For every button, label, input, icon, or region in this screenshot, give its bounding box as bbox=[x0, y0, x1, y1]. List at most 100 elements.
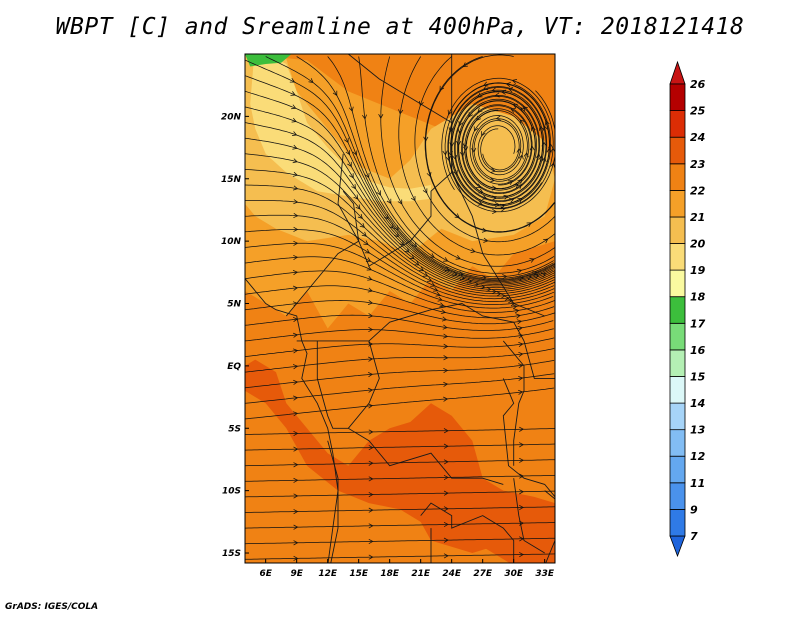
streamline-arrow bbox=[423, 136, 429, 142]
streamline-arrow bbox=[483, 237, 489, 243]
streamline-32 bbox=[245, 59, 555, 282]
streamline-arrow bbox=[293, 240, 299, 246]
streamline-arrow bbox=[291, 104, 297, 110]
streamline-arrow bbox=[443, 396, 449, 402]
streamline-arrow bbox=[412, 242, 418, 248]
streamline-arrow bbox=[292, 158, 298, 164]
streamline-arrow bbox=[290, 91, 296, 96]
streamline-arrow bbox=[516, 184, 523, 190]
streamline-arrow bbox=[518, 275, 524, 281]
streamline-arrow bbox=[507, 180, 514, 185]
y-axis: 20N 15N 10N 5N EQ 5S 10S 15S bbox=[221, 112, 249, 559]
colorbar-label: 19 bbox=[690, 264, 706, 277]
chart-title: WBPT [C] and Sreamline at 400hPa, VT: 20… bbox=[55, 14, 745, 40]
streamline-arrow bbox=[538, 155, 544, 161]
streamline-arrow bbox=[458, 121, 464, 127]
streamline-30 bbox=[245, 91, 555, 284]
colorbar-bin bbox=[669, 482, 686, 510]
streamline-arrow bbox=[443, 381, 449, 387]
country-border-2 bbox=[285, 190, 360, 317]
streamline-arrow bbox=[522, 106, 528, 112]
streamline-arrow bbox=[397, 199, 403, 205]
streamline-25 bbox=[245, 169, 555, 292]
streamline-arrow bbox=[293, 493, 299, 499]
streamline-arrow bbox=[439, 85, 445, 91]
colorbar-bin bbox=[669, 402, 686, 431]
streamline-37 bbox=[380, 56, 555, 267]
colorbar-bin bbox=[669, 60, 686, 85]
streamline-arrow bbox=[546, 147, 552, 153]
streamline-arrow bbox=[443, 367, 449, 374]
streamline-arrow bbox=[507, 298, 513, 304]
streamlines bbox=[245, 54, 555, 561]
streamline-arrow bbox=[441, 316, 448, 322]
streamline-arrow bbox=[293, 395, 299, 401]
streamline-arrow bbox=[398, 109, 404, 115]
streamline-arrow bbox=[293, 477, 299, 483]
streamline-arrow bbox=[476, 183, 482, 189]
streamline-arrow bbox=[293, 540, 299, 546]
streamline-arrow bbox=[292, 316, 299, 323]
streamline-arrow bbox=[368, 476, 374, 482]
streamline-arrow bbox=[293, 555, 299, 561]
streamline-arrow bbox=[443, 443, 449, 449]
streamline-arrow bbox=[366, 265, 373, 271]
streamline-arrow bbox=[349, 173, 354, 179]
streamline-arrow bbox=[500, 293, 506, 299]
colorbar-bin bbox=[669, 508, 686, 537]
streamline-arrow bbox=[399, 240, 405, 246]
streamline-arrow bbox=[517, 389, 524, 395]
streamline-arrow bbox=[368, 326, 374, 333]
streamline-31 bbox=[245, 75, 555, 283]
colorbar-bin bbox=[669, 136, 686, 165]
country-border-4 bbox=[316, 340, 504, 485]
streamline-arrow bbox=[500, 89, 506, 95]
x-tick-label: 33E bbox=[535, 569, 555, 579]
y-tick-label: 15S bbox=[222, 549, 241, 559]
streamline-arrow bbox=[289, 77, 296, 83]
streamline-arrow bbox=[462, 62, 468, 68]
streamline-arrow bbox=[519, 473, 524, 479]
streamline-arrow bbox=[445, 155, 451, 162]
streamline-arrow bbox=[368, 429, 374, 435]
country-border-12 bbox=[544, 490, 555, 563]
streamline-arrow bbox=[367, 287, 373, 293]
colorbar-bin bbox=[669, 429, 686, 457]
streamline-arrow bbox=[293, 446, 299, 452]
colorbar-label: 15 bbox=[690, 371, 706, 384]
streamline-arrow bbox=[439, 302, 445, 308]
x-tick-label: 27E bbox=[473, 569, 493, 579]
streamline-arrow bbox=[496, 291, 502, 297]
y-tick-label: 15N bbox=[221, 175, 242, 185]
streamline-arrow bbox=[530, 126, 536, 132]
streamline-arrow bbox=[519, 489, 524, 495]
streamline-arrow bbox=[478, 188, 484, 194]
streamline-arrow bbox=[482, 194, 488, 200]
y-tick-label: 5N bbox=[227, 300, 241, 310]
streamline-arrow bbox=[481, 131, 486, 137]
streamline-arrow bbox=[535, 153, 541, 159]
streamline-arrow bbox=[293, 509, 299, 515]
streamline-arrow bbox=[367, 300, 374, 305]
streamline-arrow bbox=[292, 144, 298, 150]
streamline-arrow bbox=[443, 506, 449, 512]
streamline-arrow bbox=[293, 462, 299, 468]
streamline-39 bbox=[414, 56, 555, 243]
streamline-arrow bbox=[519, 520, 524, 526]
streamline-arrow bbox=[433, 286, 439, 292]
streamline-arrow bbox=[486, 286, 492, 292]
streamline-arrow bbox=[519, 536, 524, 542]
streamline-arrow bbox=[443, 490, 449, 496]
streamline-arrow bbox=[368, 538, 374, 545]
streamline-arrow bbox=[517, 325, 523, 331]
streamline-35 bbox=[327, 56, 554, 278]
streamline-arrow bbox=[359, 222, 365, 228]
colorbar-label: 17 bbox=[690, 317, 706, 330]
x-tick-label: 30E bbox=[504, 569, 524, 579]
streamline-arrow bbox=[519, 442, 524, 448]
streamline-arrow bbox=[426, 171, 432, 178]
streamline-arrow bbox=[291, 117, 297, 123]
streamline-arrow bbox=[293, 226, 299, 232]
streamline-29 bbox=[245, 106, 554, 285]
streamline-arrow bbox=[292, 270, 299, 276]
